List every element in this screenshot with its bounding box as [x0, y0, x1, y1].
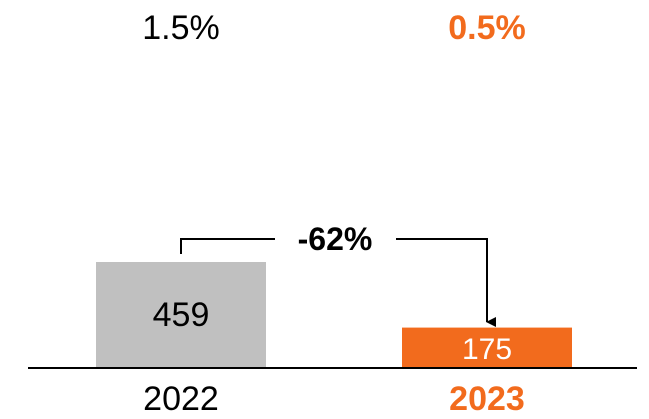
value-label-2023: 175	[462, 333, 512, 366]
top-label-2022: 1.5%	[142, 9, 220, 47]
bar-2022	[96, 262, 266, 368]
change-label: -62%	[298, 221, 373, 257]
value-label-2022: 459	[153, 296, 210, 334]
top-label-2023: 0.5%	[448, 9, 526, 47]
change-connector-right-arrow	[396, 238, 496, 327]
bar-2023	[402, 327, 572, 368]
change-connector-left	[180, 238, 275, 254]
category-label-2023: 2023	[449, 380, 525, 418]
category-label-2022: 2022	[143, 380, 219, 418]
